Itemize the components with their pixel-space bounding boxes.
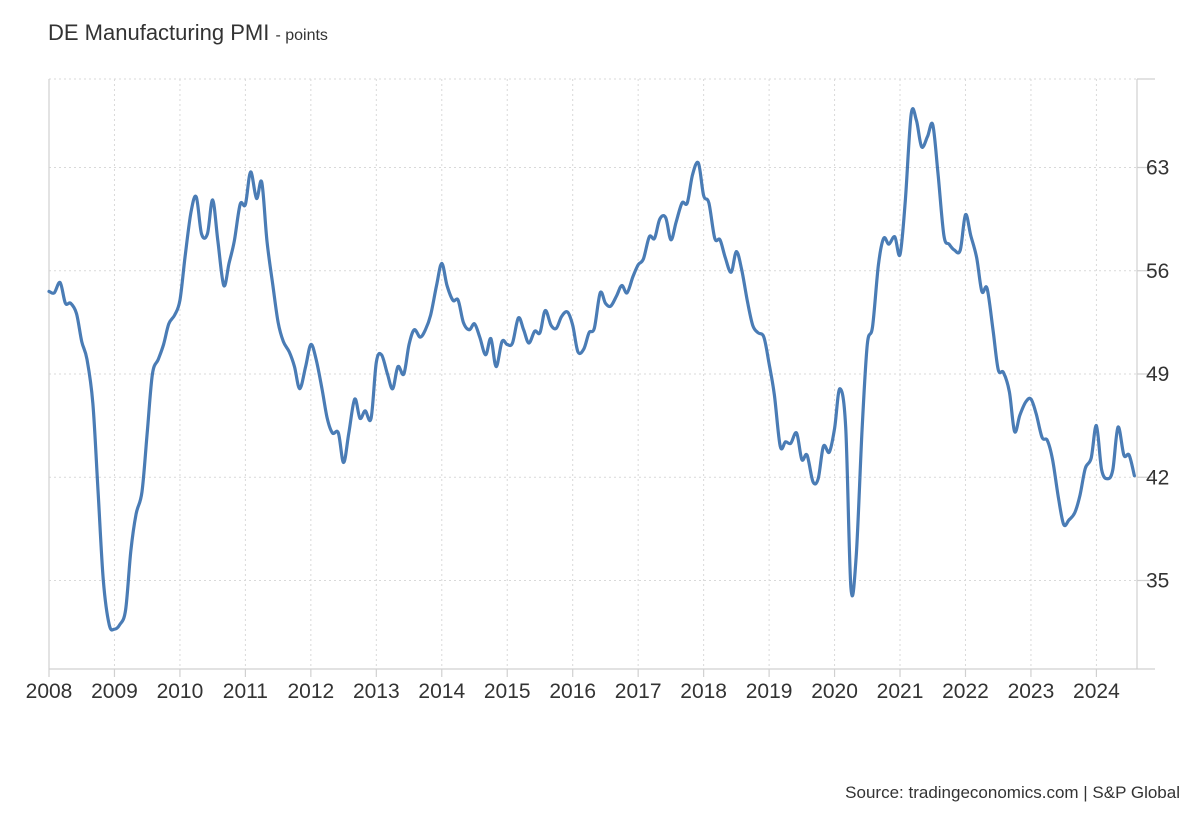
x-tick-label-2022: 2022 [942, 680, 989, 703]
series-layer [47, 107, 1136, 632]
x-tick-label-2019: 2019 [746, 680, 793, 703]
x-tick-label-2010: 2010 [157, 680, 204, 703]
x-axis-ticks: 2008 2009 2010 2011 2012 2013 2014 2015 2016 2017… [26, 669, 1120, 703]
x-tick-label-2014: 2014 [418, 680, 465, 703]
y-tick-label-49: 49 [1146, 363, 1169, 386]
y-axis-ticks: 35 42 49 56 63 [1137, 157, 1169, 593]
y-tick-label-42: 42 [1146, 466, 1169, 489]
chart-title-text: DE Manufacturing PMI [48, 20, 270, 45]
x-tick-label-2021: 2021 [877, 680, 924, 703]
y-tick-label-35: 35 [1146, 570, 1169, 593]
x-tick-label-2013: 2013 [353, 680, 400, 703]
x-tick-label-2012: 2012 [287, 680, 334, 703]
x-tick-label-2023: 2023 [1008, 680, 1055, 703]
y-tick-label-56: 56 [1146, 260, 1169, 283]
x-tick-label-2017: 2017 [615, 680, 662, 703]
x-tick-label-2011: 2011 [223, 680, 268, 703]
x-tick-label-2015: 2015 [484, 680, 531, 703]
x-tick-label-2018: 2018 [680, 680, 727, 703]
x-tick-label-2016: 2016 [549, 680, 596, 703]
chart-unit: - points [275, 27, 328, 44]
x-tick-label-2020: 2020 [811, 680, 858, 703]
x-tick-label-2009: 2009 [91, 680, 138, 703]
x-tick-label-2008: 2008 [26, 680, 73, 703]
chart-title: DE Manufacturing PMI - points [48, 20, 328, 46]
series-line-0 [47, 107, 1136, 632]
y-tick-label-63: 63 [1146, 157, 1169, 180]
grid-lines [48, 78, 1137, 669]
x-tick-label-2024: 2024 [1073, 680, 1120, 703]
source-attribution: Source: tradingeconomics.com | S&P Globa… [845, 783, 1180, 802]
